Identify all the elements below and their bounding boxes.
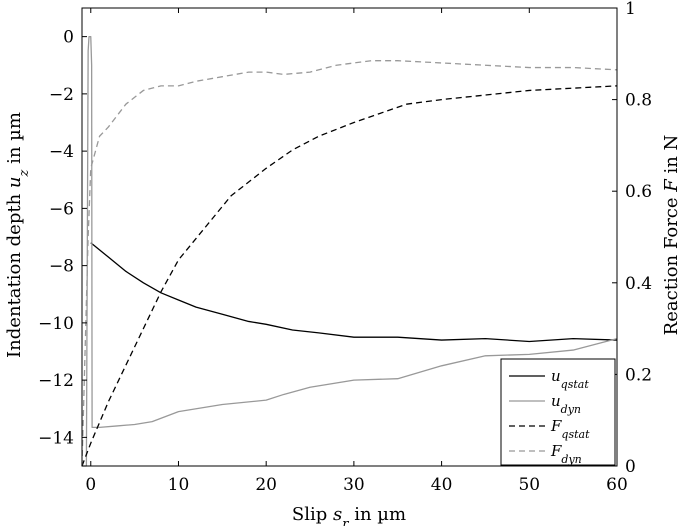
y-right-tick-label: 0.2 [625,365,652,385]
y-right-tick-label: 0.4 [625,274,652,294]
y-left-tick-label: −10 [38,314,74,334]
y-right-tick-label: 0.8 [625,91,652,111]
y-right-tick-label: 1 [625,0,636,19]
x-tick-label: 60 [606,475,628,495]
x-tick-label: 50 [518,475,540,495]
legend-entry: uqstat [551,367,589,391]
y-left-tick-label: −6 [49,199,74,219]
legend-entry: Fdyn [550,442,582,466]
x-tick-label: 40 [431,475,453,495]
y-axis-right-label: Reaction Force F in N [661,135,682,336]
series-layer [81,35,618,467]
y-right-tick-label: 0 [625,457,636,477]
y-right-tick-label: 0.6 [625,182,652,202]
series-line-f-qstat [81,85,618,467]
axes-layer [81,7,618,467]
x-tick-label: 30 [343,475,365,495]
series-line-f-dyn [81,60,618,467]
series-line-u-qstat [90,242,618,343]
x-tick-label: 0 [85,475,96,495]
x-axis-label: Slip sr in µm [292,504,406,526]
plot-frame [81,7,618,467]
x-tick-label: 10 [168,475,190,495]
y-left-tick-label: −12 [38,371,74,391]
ticks-layer: 0 10 20 30 40 50 600−2−4−6−8−10−12−1400.20.40.… [38,0,652,495]
legend-entry: udyn [551,392,581,416]
y-left-tick-label: −8 [49,257,74,277]
y-left-tick-label: −4 [49,142,74,162]
labels-layer: Slip sr in µm Indentation depth uz in µm… [4,112,682,526]
y-left-tick-label: −2 [49,85,74,105]
y-axis-left-label: Indentation depth uz in µm [4,112,32,358]
x-tick-label: 20 [255,475,277,495]
series-line-u-dyn [82,35,618,467]
y-left-tick-label: −14 [38,428,74,448]
legend-box [500,358,616,466]
y-left-tick-label: 0 [63,28,74,48]
legend-entry: Fqstat [550,417,590,441]
